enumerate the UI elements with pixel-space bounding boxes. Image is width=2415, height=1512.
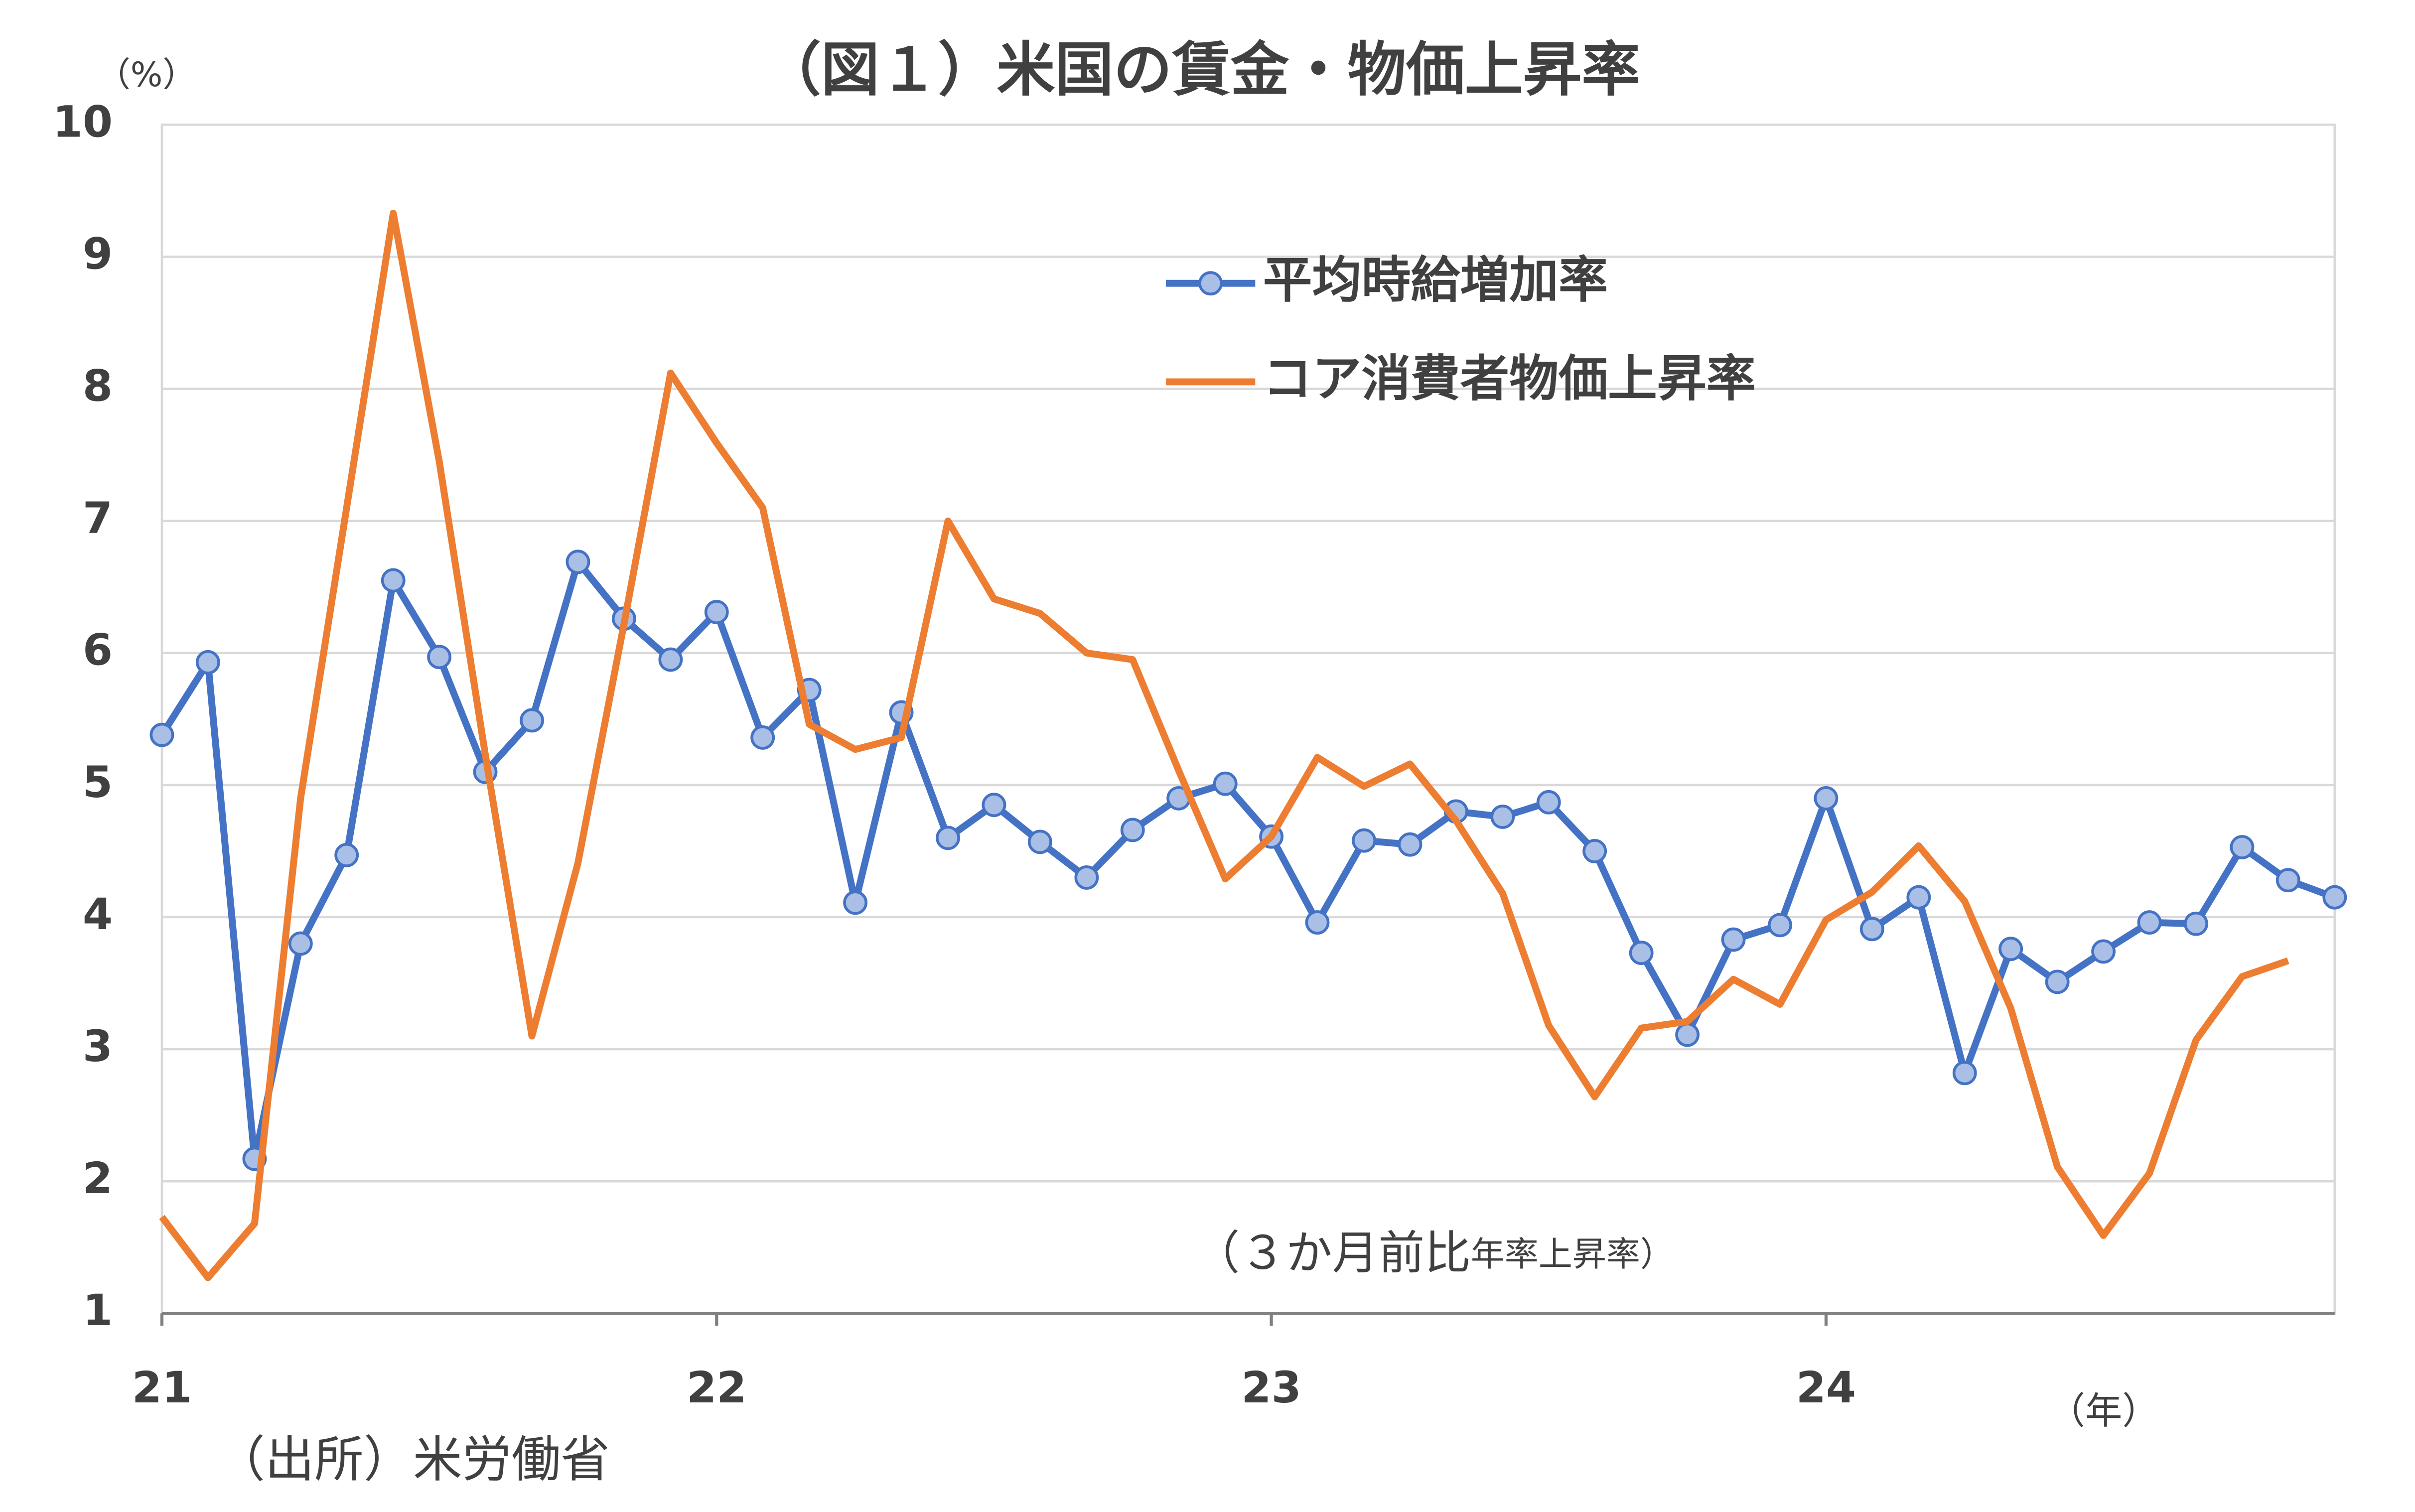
point-marker xyxy=(1536,790,1561,815)
point-marker xyxy=(1814,786,1839,811)
y-tick-label: 8 xyxy=(83,361,113,411)
legend-label: 平均時給増加率 xyxy=(1263,252,1608,309)
point-marker xyxy=(843,890,868,915)
y-unit: （%） xyxy=(97,55,197,95)
annotation: （３か月前比年率上昇率） xyxy=(1194,1226,1674,1280)
point-marker xyxy=(1998,937,2023,962)
point-marker xyxy=(1074,865,1099,890)
point-marker xyxy=(2091,939,2116,964)
point-marker xyxy=(381,568,406,593)
point-marker xyxy=(1768,913,1792,938)
point-marker xyxy=(658,647,683,672)
point-marker xyxy=(2230,835,2255,859)
point-marker xyxy=(195,650,220,675)
y-tick-label: 5 xyxy=(83,758,113,808)
point-marker xyxy=(750,725,775,750)
point-marker xyxy=(149,722,174,747)
legend-marker xyxy=(1198,271,1223,296)
x-tick-label: 24 xyxy=(1796,1363,1856,1413)
point-marker xyxy=(2322,885,2347,910)
point-marker xyxy=(1859,917,1884,942)
point-marker xyxy=(1027,829,1052,854)
point-marker xyxy=(520,708,544,733)
point-marker xyxy=(1352,828,1376,853)
point-marker xyxy=(2137,910,2162,935)
series-line xyxy=(159,210,2289,1281)
point-marker xyxy=(427,645,452,670)
annotation-main: （３か月前比 xyxy=(1194,1226,1471,1280)
y-tick-label: 9 xyxy=(83,229,113,279)
y-tick-label: 3 xyxy=(83,1022,113,1072)
x-unit: （年） xyxy=(2048,1390,2159,1433)
point-marker xyxy=(1906,885,1931,910)
point-marker xyxy=(2045,969,2070,994)
annotation-small: 年率上昇率） xyxy=(1471,1235,1674,1274)
y-tick-label: 4 xyxy=(83,890,113,940)
x-tick-label: 22 xyxy=(687,1363,746,1413)
y-tick-label: 10 xyxy=(53,97,113,147)
point-marker xyxy=(2275,868,2300,893)
point-marker xyxy=(1305,910,1330,935)
chart-title: （図１）米国の賃金・物価上昇率 xyxy=(762,36,1640,104)
y-tick-label: 1 xyxy=(83,1286,113,1336)
x-tick-label: 23 xyxy=(1241,1363,1301,1413)
legend-label: コア消費者物価上昇率 xyxy=(1263,350,1756,408)
point-marker xyxy=(1490,805,1515,829)
point-marker xyxy=(1582,839,1607,863)
y-tick-label: 2 xyxy=(83,1154,113,1204)
x-tick-label: 21 xyxy=(132,1363,192,1413)
point-marker xyxy=(334,842,359,867)
point-marker xyxy=(1675,1022,1700,1047)
y-tick-label: 6 xyxy=(83,626,113,676)
point-marker xyxy=(1952,1061,1977,1086)
point-marker xyxy=(982,793,1006,818)
point-marker xyxy=(1398,832,1422,857)
source-note: （出所）米労働省 xyxy=(216,1431,610,1488)
point-marker xyxy=(1721,927,1746,952)
point-marker xyxy=(288,931,313,956)
point-marker xyxy=(566,550,590,574)
point-marker xyxy=(936,825,960,850)
point-marker xyxy=(1120,818,1145,842)
point-marker xyxy=(1213,771,1238,796)
point-marker xyxy=(1629,941,1654,965)
point-marker xyxy=(704,600,729,625)
point-marker xyxy=(2184,911,2208,936)
y-tick-label: 7 xyxy=(83,494,113,544)
